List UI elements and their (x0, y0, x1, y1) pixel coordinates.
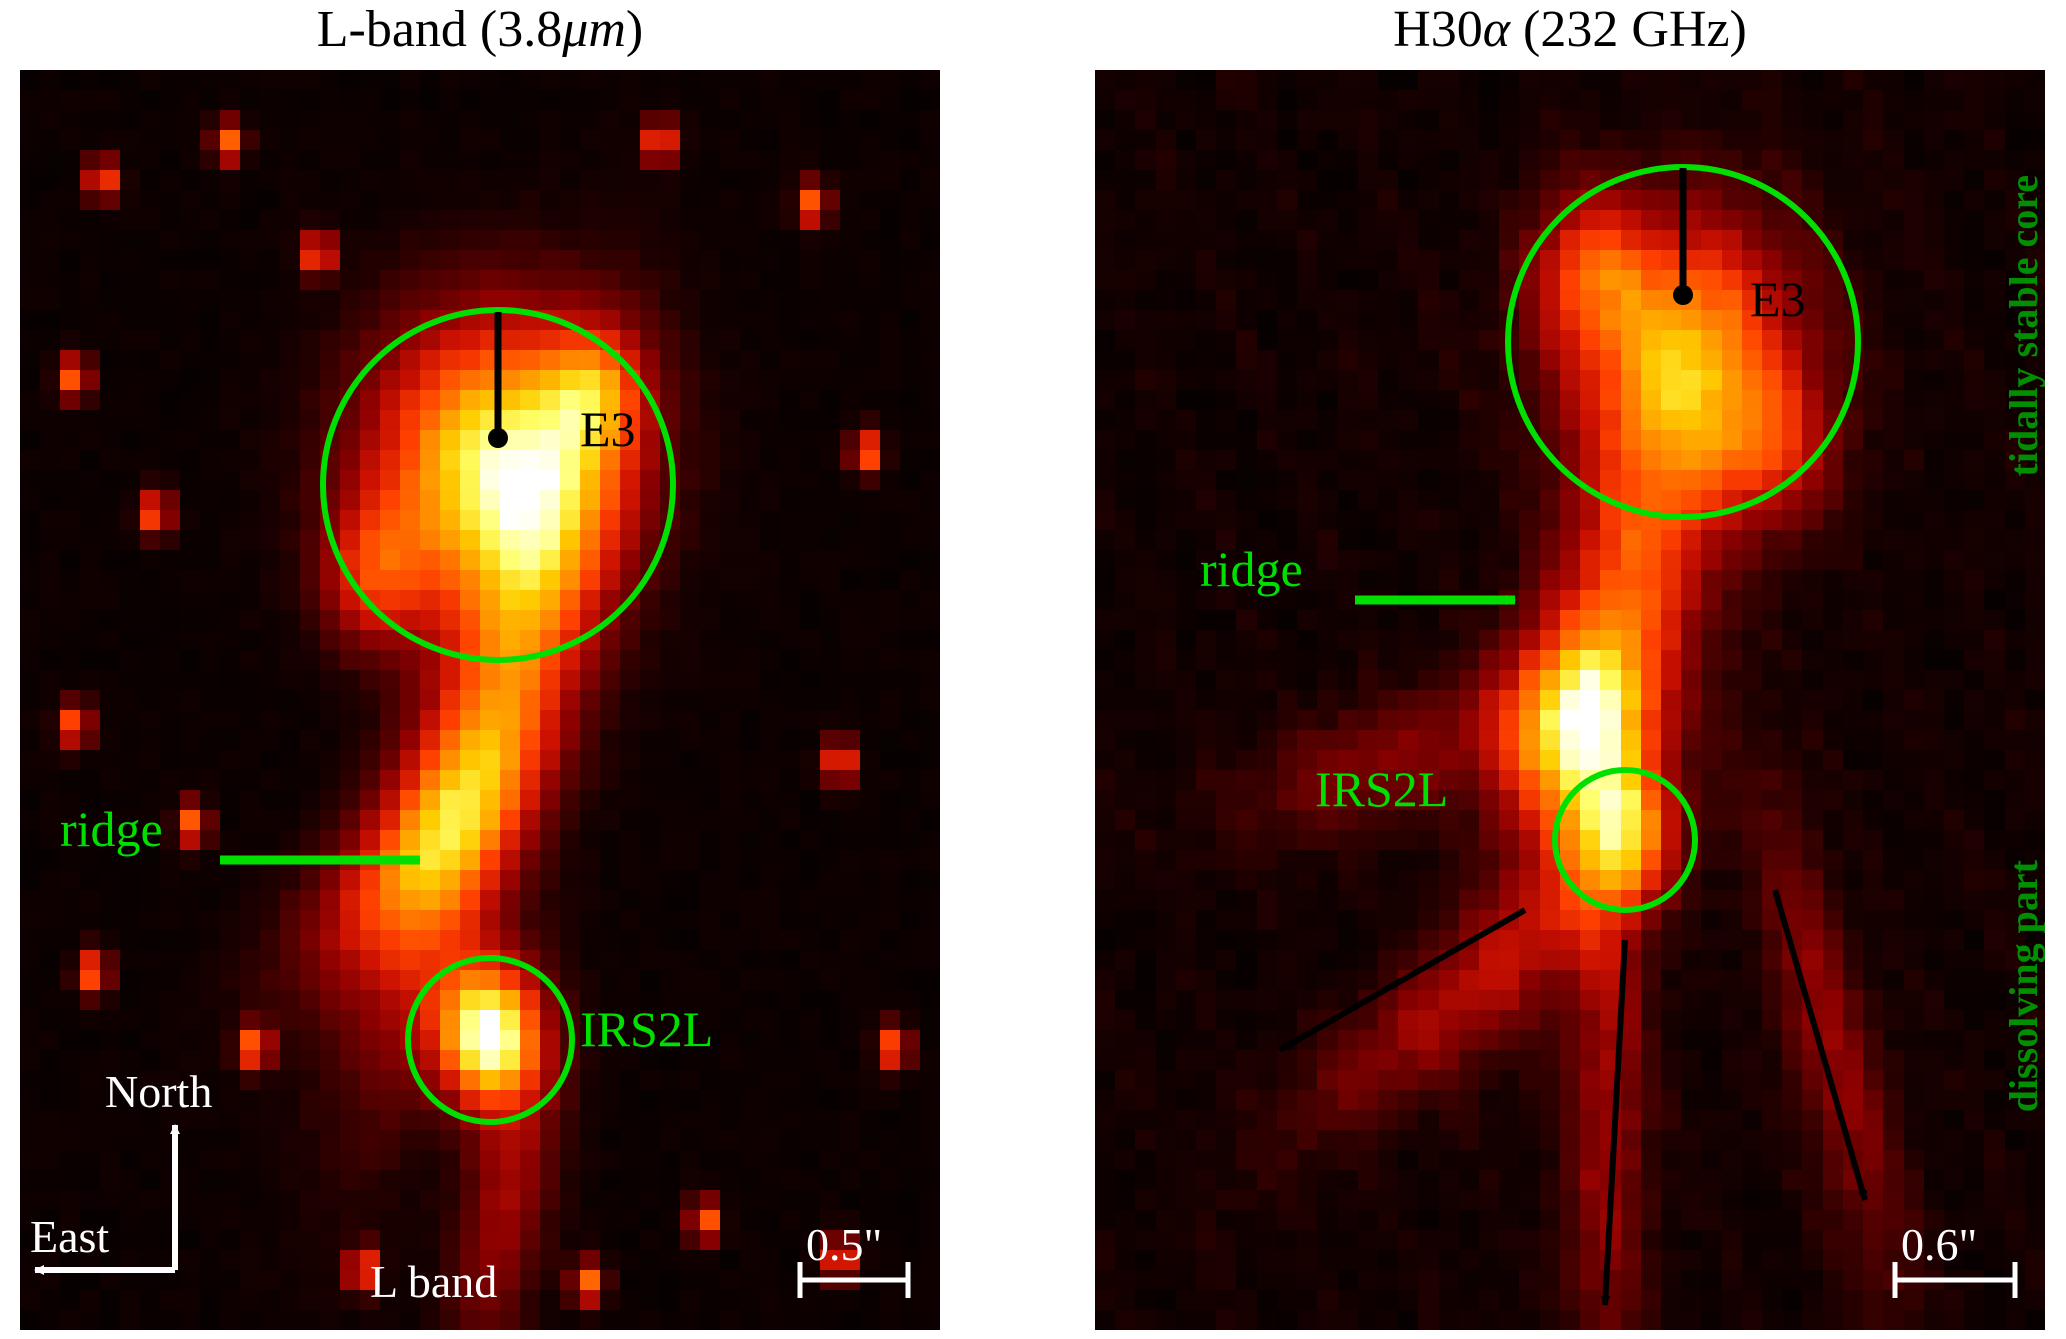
label-lband: L band (370, 1255, 497, 1308)
heatmap-left (20, 70, 940, 1330)
panel-title-left: L-band (3.8μm) (20, 0, 940, 59)
panel-right: tidally stable core dissolving part (1095, 70, 2045, 1330)
label-e3-right: E3 (1750, 270, 1806, 328)
label-ridge-left: ridge (60, 800, 163, 858)
title-right-prefix: H30 (1393, 1, 1483, 58)
label-e3-left: E3 (580, 400, 636, 458)
label-scalebar-left: 0.5" (806, 1218, 882, 1271)
heatmap-right (1095, 70, 2045, 1330)
title-right-italic: α (1483, 1, 1510, 58)
label-irs2l-right: IRS2L (1315, 760, 1448, 818)
panel-left (20, 70, 940, 1330)
figure-root: L-band (3.8μm) H30α (232 GHz) tidally st… (0, 0, 2066, 1339)
label-irs2l-left: IRS2L (580, 1000, 713, 1058)
title-left-suffix: ) (626, 1, 643, 58)
label-dissolving-part: dissolving part (2000, 860, 2045, 1112)
label-tidally-stable-core: tidally stable core (2000, 175, 2045, 476)
title-left-prefix: L-band (3.8 (317, 1, 562, 58)
title-left-italic: μm (562, 1, 626, 58)
label-east: East (30, 1210, 109, 1263)
panel-title-right: H30α (232 GHz) (1095, 0, 2045, 59)
label-scalebar-right: 0.6" (1901, 1218, 1977, 1271)
label-north: North (105, 1065, 212, 1118)
label-ridge-right: ridge (1200, 540, 1303, 598)
title-right-suffix: (232 GHz) (1510, 1, 1747, 58)
